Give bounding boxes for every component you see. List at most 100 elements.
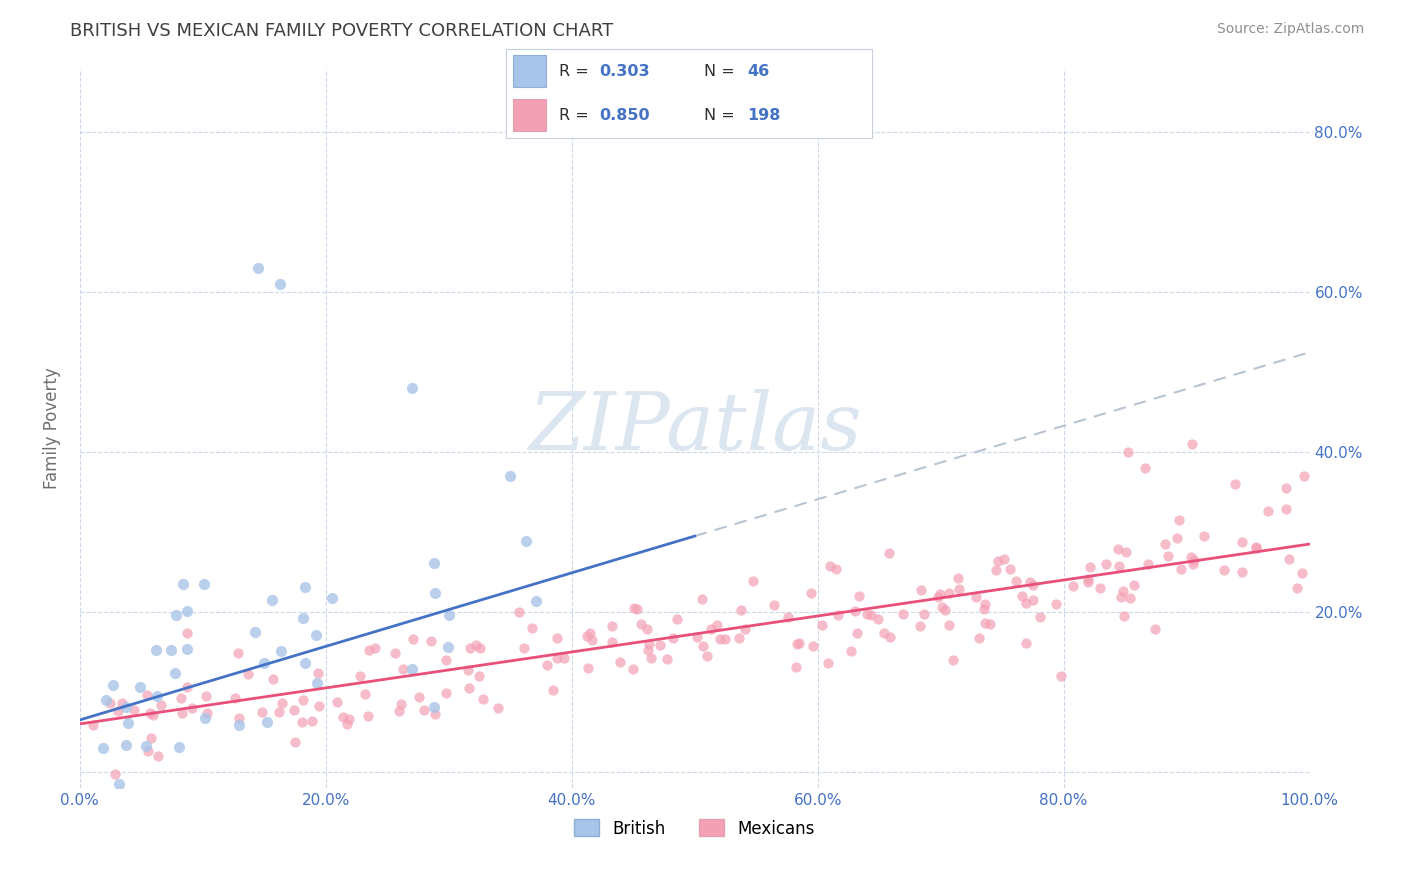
Point	[101, 678, 124, 692]
FancyBboxPatch shape	[513, 55, 547, 87]
Point	[291, 611, 314, 625]
Point	[458, 640, 481, 655]
Point	[1090, 581, 1112, 595]
Point	[786, 637, 808, 651]
Point	[434, 653, 457, 667]
Point	[513, 641, 536, 656]
Point	[471, 692, 494, 706]
Point	[419, 634, 441, 648]
Point	[965, 590, 987, 604]
Point	[785, 660, 807, 674]
Point	[349, 668, 371, 682]
Point	[979, 617, 1001, 632]
Point	[224, 691, 246, 706]
Point	[602, 635, 624, 649]
Point	[846, 626, 869, 640]
Point	[640, 650, 662, 665]
Point	[100, 696, 122, 710]
Text: BRITISH VS MEXICAN FAMILY POVERTY CORRELATION CHART: BRITISH VS MEXICAN FAMILY POVERTY CORREL…	[70, 22, 613, 40]
FancyBboxPatch shape	[513, 99, 547, 131]
Point	[228, 718, 250, 732]
Point	[169, 691, 191, 706]
Point	[269, 277, 291, 292]
Point	[305, 676, 328, 690]
Point	[141, 731, 163, 746]
Point	[145, 643, 167, 657]
Point	[165, 607, 187, 622]
Point	[408, 690, 430, 704]
Point	[1108, 558, 1130, 573]
Point	[104, 767, 127, 781]
Point	[801, 639, 824, 653]
Point	[827, 607, 849, 622]
Text: ZIPatlas: ZIPatlas	[527, 390, 862, 467]
Point	[425, 707, 447, 722]
Point	[180, 700, 202, 714]
Point	[709, 632, 731, 646]
Point	[122, 703, 145, 717]
Point	[1137, 558, 1160, 572]
Point	[413, 703, 436, 717]
Text: N =: N =	[703, 108, 740, 122]
Text: Source: ZipAtlas.com: Source: ZipAtlas.com	[1216, 22, 1364, 37]
Point	[638, 637, 661, 651]
Point	[973, 601, 995, 615]
Point	[948, 582, 970, 596]
Point	[110, 696, 132, 710]
Point	[474, 795, 496, 809]
Point	[520, 621, 543, 635]
Point	[934, 603, 956, 617]
Text: 46: 46	[748, 64, 769, 78]
Point	[401, 381, 423, 395]
Point	[294, 656, 316, 670]
Point	[82, 718, 104, 732]
Point	[357, 708, 380, 723]
Point	[844, 604, 866, 618]
Point	[115, 738, 138, 752]
Point	[1078, 560, 1101, 574]
Point	[176, 641, 198, 656]
Point	[974, 615, 997, 630]
Point	[146, 689, 169, 703]
Point	[866, 612, 889, 626]
Point	[1212, 563, 1234, 577]
Point	[252, 705, 274, 719]
Point	[401, 662, 423, 676]
Point	[1257, 504, 1279, 518]
Point	[1022, 577, 1045, 591]
Point	[931, 599, 953, 614]
Point	[136, 744, 159, 758]
Y-axis label: Family Poverty: Family Poverty	[44, 368, 60, 489]
Point	[236, 667, 259, 681]
Point	[291, 714, 314, 729]
Point	[308, 699, 330, 714]
Point	[226, 646, 249, 660]
Point	[776, 609, 799, 624]
Point	[1116, 445, 1139, 459]
Point	[108, 777, 131, 791]
Point	[172, 577, 194, 591]
Point	[457, 664, 479, 678]
Point	[499, 469, 522, 483]
Point	[938, 586, 960, 600]
Point	[194, 710, 217, 724]
Point	[948, 571, 970, 585]
Point	[789, 636, 811, 650]
Text: R =: R =	[560, 108, 595, 122]
Point	[129, 680, 152, 694]
Point	[332, 710, 354, 724]
Point	[336, 716, 359, 731]
Point	[434, 685, 457, 699]
Point	[1157, 549, 1180, 564]
Point	[107, 704, 129, 718]
Point	[655, 652, 678, 666]
Point	[1153, 536, 1175, 550]
Point	[354, 687, 377, 701]
Point	[576, 629, 599, 643]
Point	[713, 632, 735, 646]
Text: 198: 198	[748, 108, 780, 122]
Point	[1275, 501, 1298, 516]
Point	[1015, 596, 1038, 610]
Point	[1111, 591, 1133, 605]
Point	[1011, 590, 1033, 604]
